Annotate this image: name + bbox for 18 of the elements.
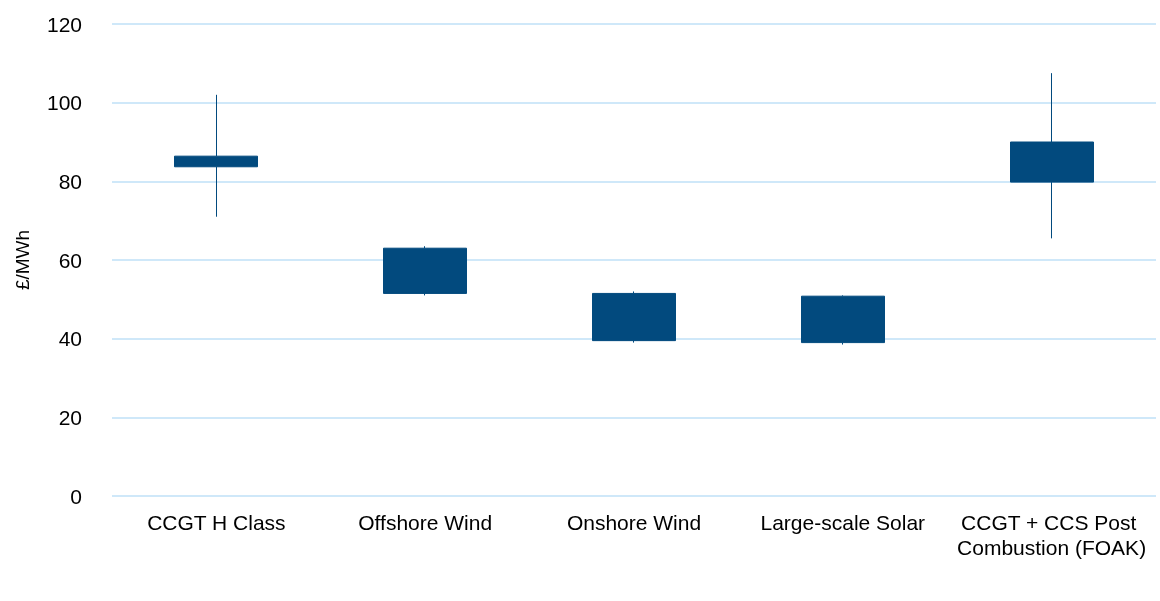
x-tick-label: Large-scale Solar [760,511,926,534]
y-axis-title: £/MWh [12,229,33,291]
x-tick-label: CCGT H Class [147,511,286,534]
y-tick-label: 80 [58,169,82,193]
y-tick-label: 120 [46,12,82,36]
x-tick-label: Onshore Wind [566,511,702,534]
y-tick-label: 60 [58,248,82,272]
y-tick-label: 40 [58,327,82,351]
y-tick-label: 100 [46,91,82,115]
candlestick [801,294,885,346]
y-tick-label: 20 [58,405,82,429]
candlestick [1010,72,1094,239]
x-tick-label: CCGT + CCS Post Combustion (FOAK) [957,511,1147,559]
y-tick-label: 0 [70,484,82,508]
candlestick [383,245,467,296]
candlestick [592,290,676,344]
x-tick-label: Offshore Wind [358,511,493,534]
candlestick [174,94,258,218]
